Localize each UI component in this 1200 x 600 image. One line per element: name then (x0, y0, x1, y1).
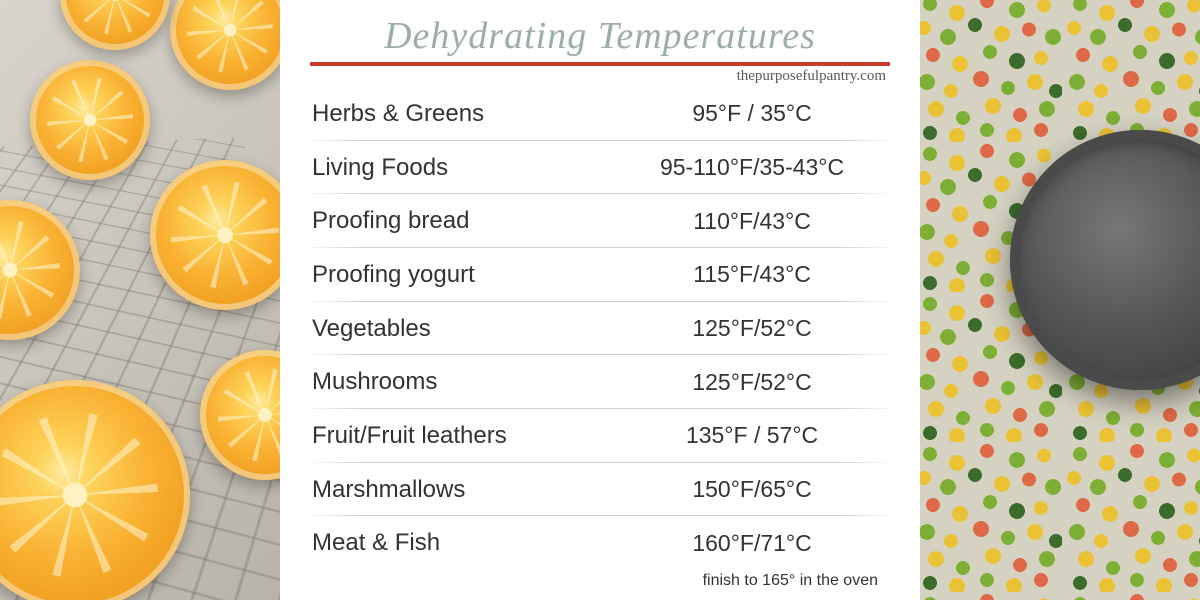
table-row: Meat & Fish160°F/71°C (298, 516, 902, 570)
temperature-rows: Herbs & Greens95°F / 35°CLiving Foods95-… (298, 87, 902, 570)
title-underline (310, 62, 890, 66)
row-label: Mushrooms (298, 368, 612, 396)
row-label: Living Foods (298, 154, 612, 182)
orange-slice (170, 0, 280, 90)
table-row: Mushrooms125°F/52°C (298, 355, 902, 409)
table-row: Living Foods95-110°F/35-43°C (298, 141, 902, 195)
row-label: Marshmallows (298, 476, 612, 504)
row-label: Vegetables (298, 315, 612, 343)
temperature-chart: Dehydrating Temperatures thepurposefulpa… (280, 0, 920, 600)
left-photo-oranges (0, 0, 280, 600)
table-row: Fruit/Fruit leathers135°F / 57°C (298, 409, 902, 463)
row-value: 160°F/71°C (612, 530, 902, 557)
row-label: Proofing yogurt (298, 261, 612, 289)
table-row: Proofing bread110°F/43°C (298, 194, 902, 248)
row-value: 150°F/65°C (612, 476, 902, 503)
site-credit: thepurposefulpantry.com (298, 68, 886, 85)
table-row: Vegetables125°F/52°C (298, 302, 902, 356)
orange-slice (30, 60, 150, 180)
row-label: Fruit/Fruit leathers (298, 422, 612, 450)
table-row: Marshmallows150°F/65°C (298, 463, 902, 517)
chart-title: Dehydrating Temperatures (298, 14, 902, 58)
right-photo-vegetables (920, 0, 1200, 600)
orange-slice (60, 0, 170, 50)
table-row: Herbs & Greens95°F / 35°C (298, 87, 902, 141)
row-value: 115°F/43°C (612, 261, 902, 288)
row-value: 110°F/43°C (612, 208, 902, 235)
row-value: 125°F/52°C (612, 369, 902, 396)
row-label: Meat & Fish (298, 529, 612, 557)
row-value: 95-110°F/35-43°C (612, 154, 902, 181)
row-label: Herbs & Greens (298, 100, 612, 128)
row-value: 125°F/52°C (612, 315, 902, 342)
row-value: 95°F / 35°C (612, 100, 902, 127)
table-row: Proofing yogurt115°F/43°C (298, 248, 902, 302)
footnote: finish to 165° in the oven (298, 570, 902, 590)
row-value: 135°F / 57°C (612, 422, 902, 449)
row-label: Proofing bread (298, 207, 612, 235)
